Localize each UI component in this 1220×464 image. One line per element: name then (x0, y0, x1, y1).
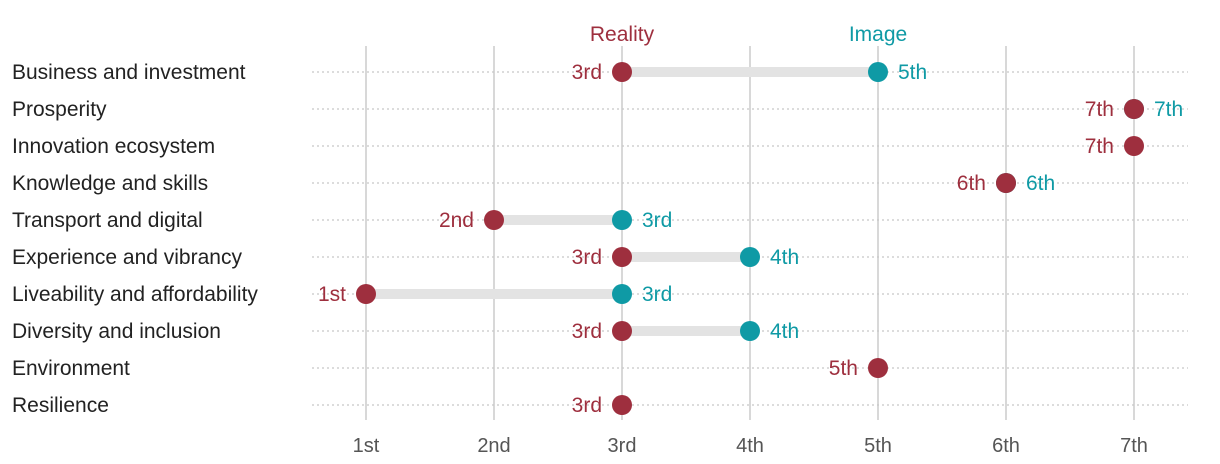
series-header-reality: Reality (590, 23, 655, 46)
reality-dot (996, 173, 1016, 193)
reality-value-label: 7th (1085, 98, 1114, 121)
x-tick-label: 4th (736, 435, 764, 457)
reality-value-label: 3rd (572, 246, 602, 269)
reality-value-label: 6th (957, 172, 986, 195)
grid-lines (365, 46, 1135, 420)
image-dot (868, 62, 888, 82)
category-label: Business and investment (12, 61, 246, 84)
series-header-image: Image (849, 23, 907, 46)
reality-dot (612, 247, 632, 267)
image-dot (612, 284, 632, 304)
reality-dot (612, 321, 632, 341)
image-dot (740, 321, 760, 341)
x-tick-label: 5th (864, 435, 892, 457)
reality-value-label: 3rd (572, 394, 602, 417)
reality-value-label: 3rd (572, 61, 602, 84)
category-label: Prosperity (12, 98, 107, 121)
category-label: Transport and digital (12, 209, 203, 232)
image-value-label: 4th (770, 246, 799, 269)
reality-value-label: 7th (1085, 135, 1114, 158)
image-value-label: 3rd (642, 283, 672, 306)
reality-value-label: 3rd (572, 320, 602, 343)
data-points (356, 62, 1144, 415)
reality-dot (484, 210, 504, 230)
reality-dot (868, 358, 888, 378)
text-labels: 1st 2nd 3rd 4th 5th 6th 7th Reality Image Busines… (12, 23, 1183, 457)
x-tick-label: 2nd (477, 435, 510, 457)
x-tick-label: 3rd (608, 435, 637, 457)
image-value-label: 6th (1026, 172, 1055, 195)
reality-value-label: 1st (318, 283, 346, 306)
reality-value-label: 5th (829, 357, 858, 380)
x-tick-label: 6th (992, 435, 1020, 457)
reality-dot (612, 395, 632, 415)
category-label: Knowledge and skills (12, 172, 208, 195)
reality-dot (1124, 99, 1144, 119)
x-tick-label: 7th (1120, 435, 1148, 457)
reality-value-label: 2nd (439, 209, 474, 232)
image-value-label: 4th (770, 320, 799, 343)
image-value-label: 3rd (642, 209, 672, 232)
image-dot (740, 247, 760, 267)
category-label: Diversity and inclusion (12, 320, 221, 343)
category-label: Innovation ecosystem (12, 135, 215, 158)
x-tick-label: 1st (353, 435, 380, 457)
reality-dot (1124, 136, 1144, 156)
reality-dot (356, 284, 376, 304)
range-connectors (366, 67, 878, 336)
reality-dot (612, 62, 632, 82)
image-value-label: 5th (898, 61, 927, 84)
category-label: Environment (12, 357, 130, 380)
category-label: Liveability and affordability (12, 283, 258, 306)
image-dot (612, 210, 632, 230)
category-label: Experience and vibrancy (12, 246, 242, 269)
category-label: Resilience (12, 394, 109, 417)
image-value-label: 7th (1154, 98, 1183, 121)
